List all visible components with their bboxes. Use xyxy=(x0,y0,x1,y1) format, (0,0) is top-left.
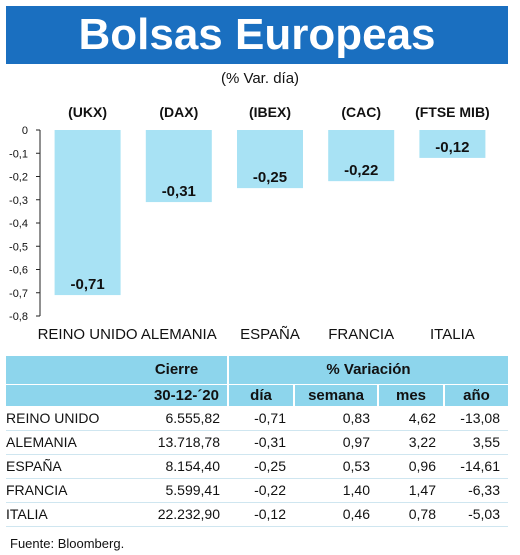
row-semana: 1,40 xyxy=(294,478,378,503)
row-name: ITALIA xyxy=(6,502,126,527)
subheader-date: 30-12-´20 xyxy=(126,383,228,406)
row-cierre: 13.718,78 xyxy=(126,430,228,455)
row-name: REINO UNIDO xyxy=(6,406,126,431)
row-cierre: 22.232,90 xyxy=(126,502,228,527)
bar xyxy=(145,130,212,203)
bar-data-label: -0,22 xyxy=(344,162,378,179)
row-ano: -6,33 xyxy=(444,478,508,503)
y-tick-label: -0,6 xyxy=(9,265,28,277)
bar-data-label: -0,12 xyxy=(435,139,469,156)
data-table: Cierre % Variación 30-12-´20 día semana … xyxy=(6,356,508,527)
row-mes: 4,62 xyxy=(378,406,444,431)
table-row: ITALIA 22.232,90 -0,12 0,46 0,78 -5,03 xyxy=(6,502,508,527)
header-variacion: % Variación xyxy=(227,356,508,384)
subheader-ano: año xyxy=(443,383,508,406)
page-title: Bolsas Europeas xyxy=(6,6,508,64)
chart-subtitle: (% Var. día) xyxy=(220,70,300,87)
subheader-dia: día xyxy=(227,383,294,406)
y-tick-label: -0,7 xyxy=(9,288,28,300)
y-tick-label: -0,4 xyxy=(9,218,28,230)
x-category-label: FRANCIA xyxy=(328,326,394,343)
header-empty xyxy=(6,356,126,384)
x-category-label: ITALIA xyxy=(430,326,475,343)
row-cierre: 8.154,40 xyxy=(126,454,228,479)
bar xyxy=(419,130,486,158)
subheader-semana: semana xyxy=(293,383,378,406)
x-category-label: ALEMANIA xyxy=(141,326,217,343)
row-ano: -14,61 xyxy=(444,454,508,479)
row-mes: 0,96 xyxy=(378,454,444,479)
row-dia: -0,71 xyxy=(228,406,294,431)
table-row: ALEMANIA 13.718,78 -0,31 0,97 3,22 3,55 xyxy=(6,430,508,455)
row-semana: 0,97 xyxy=(294,430,378,455)
row-name: ALEMANIA xyxy=(6,430,126,455)
row-dia: -0,31 xyxy=(228,430,294,455)
bar-chart: 0 -0,1 -0,2 -0,3 -0,4 -0,5 -0,6 -0,7 -0,8 -0,71 (U… xyxy=(9,104,490,343)
ticker-label: (IBEX) xyxy=(249,104,291,120)
row-mes: 3,22 xyxy=(378,430,444,455)
row-cierre: 5.599,41 xyxy=(126,478,228,503)
row-dia: -0,12 xyxy=(228,502,294,527)
y-tick-label: -0,8 xyxy=(9,311,28,323)
header-cierre: Cierre xyxy=(126,356,228,384)
row-dia: -0,25 xyxy=(228,454,294,479)
row-mes: 0,78 xyxy=(378,502,444,527)
bar xyxy=(328,130,395,182)
ticker-label: (CAC) xyxy=(341,104,381,120)
subheader-empty xyxy=(6,383,126,406)
row-dia: -0,22 xyxy=(228,478,294,503)
row-semana: 0,53 xyxy=(294,454,378,479)
y-tick-label: -0,1 xyxy=(9,148,28,160)
bar-data-label: -0,31 xyxy=(162,183,196,200)
y-tick-label: 0 xyxy=(22,125,28,137)
row-semana: 0,46 xyxy=(294,502,378,527)
bar-data-label: -0,71 xyxy=(70,276,104,293)
ticker-label: (UKX) xyxy=(68,104,107,120)
y-tick-label: -0,2 xyxy=(9,172,28,184)
y-tick-label: -0,3 xyxy=(9,195,28,207)
ticker-label: (FTSE MIB) xyxy=(415,104,490,120)
source-note: Fuente: Bloomberg. xyxy=(10,536,125,551)
row-mes: 1,47 xyxy=(378,478,444,503)
row-name: FRANCIA xyxy=(6,478,126,503)
table-row: FRANCIA 5.599,41 -0,22 1,40 1,47 -6,33 xyxy=(6,478,508,503)
table-row: ESPAÑA 8.154,40 -0,25 0,53 0,96 -14,61 xyxy=(6,454,508,479)
y-tick-label: -0,5 xyxy=(9,241,28,253)
x-category-label: REINO UNIDO xyxy=(38,326,138,343)
row-name: ESPAÑA xyxy=(6,454,126,479)
row-ano: -5,03 xyxy=(444,502,508,527)
row-ano: -13,08 xyxy=(444,406,508,431)
row-cierre: 6.555,82 xyxy=(126,406,228,431)
bar-data-label: -0,25 xyxy=(253,169,287,186)
ticker-label: (DAX) xyxy=(159,104,198,120)
subheader-mes: mes xyxy=(377,383,444,406)
row-ano: 3,55 xyxy=(444,430,508,455)
row-semana: 0,83 xyxy=(294,406,378,431)
table-row: REINO UNIDO 6.555,82 -0,71 0,83 4,62 -13… xyxy=(6,406,508,431)
x-category-label: ESPAÑA xyxy=(240,326,300,343)
bar xyxy=(237,130,303,189)
bar xyxy=(54,130,121,296)
